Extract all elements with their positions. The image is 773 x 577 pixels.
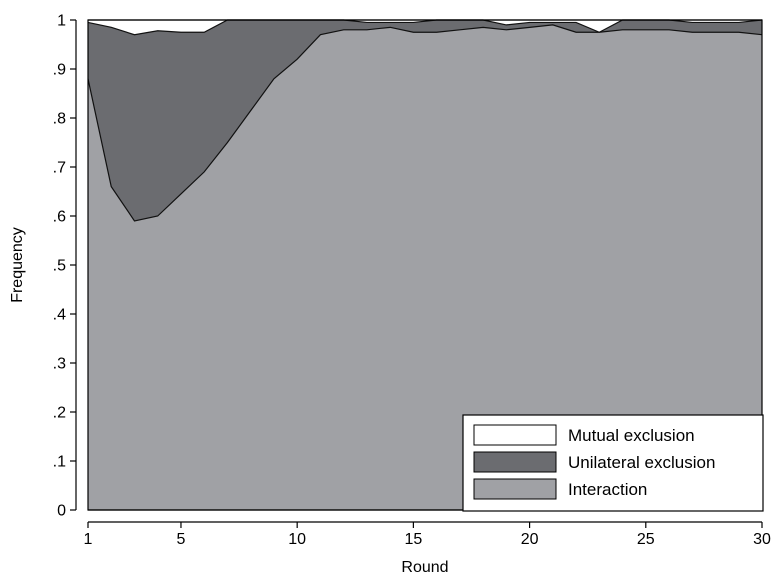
area-layer	[88, 20, 762, 511]
x-tick-label: 10	[288, 531, 306, 548]
line-interaction	[87, 24, 763, 222]
y-tick-label: .9	[53, 62, 66, 79]
x-tick-label: 1	[84, 531, 93, 548]
x-tick-label: 25	[637, 531, 655, 548]
y-tick-label: .5	[53, 258, 66, 275]
legend-swatch	[473, 478, 557, 500]
legend-swatch	[473, 451, 557, 473]
area-interaction	[88, 24, 762, 511]
x-tick-label: 20	[521, 531, 539, 548]
y-tick-label: .8	[53, 111, 66, 128]
x-axis: 1 5 10 15 20 25 30	[84, 521, 771, 548]
y-tick-label: .7	[53, 160, 66, 177]
x-tick-label: 5	[177, 531, 186, 548]
legend-label: Mutual exclusion	[568, 426, 695, 445]
y-tick-label: 0	[57, 503, 66, 520]
y-axis-title: Frequency	[9, 227, 26, 303]
y-tick-label: .2	[53, 405, 66, 422]
y-axis: 0 .1 .2 .3 .4 .5 .6 .7 .8 .9 1	[53, 13, 77, 520]
x-axis-title: Round	[401, 559, 448, 576]
x-tick-label: 30	[753, 531, 771, 548]
area-mutual-exclusion	[88, 20, 762, 35]
plot-frame	[87, 19, 763, 511]
legend: Mutual exclusion Unilateral exclusion Inte…	[462, 414, 764, 512]
y-tick-label: .3	[53, 356, 66, 373]
area-unilateral-exclusion	[88, 20, 762, 221]
y-tick-label: .6	[53, 209, 66, 226]
legend-label: Interaction	[568, 480, 647, 499]
y-tick-label: .1	[53, 454, 66, 471]
x-tick-label: 15	[404, 531, 422, 548]
legend-swatch	[473, 424, 557, 446]
y-tick-label: .4	[53, 307, 66, 324]
legend-label: Unilateral exclusion	[568, 453, 715, 472]
y-tick-label: 1	[57, 13, 66, 30]
